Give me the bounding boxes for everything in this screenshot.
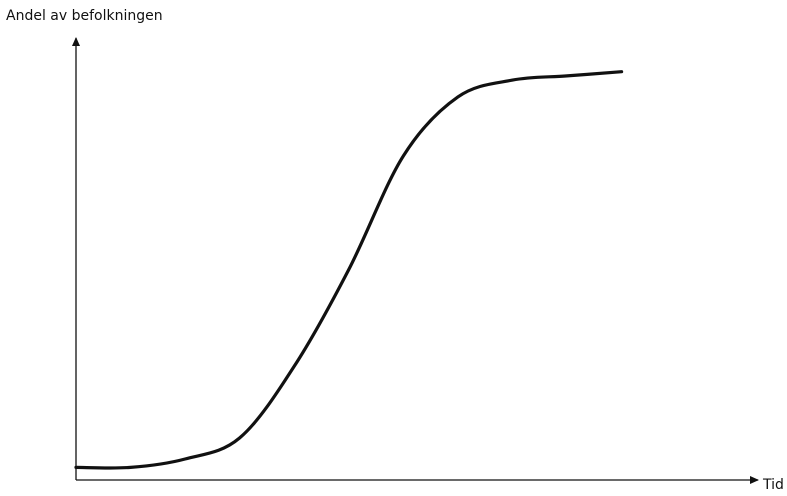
s-curve-line	[74, 70, 624, 470]
y-axis-label: Andel av befolkningen	[6, 8, 163, 24]
x-axis-label: Tid	[763, 477, 784, 493]
